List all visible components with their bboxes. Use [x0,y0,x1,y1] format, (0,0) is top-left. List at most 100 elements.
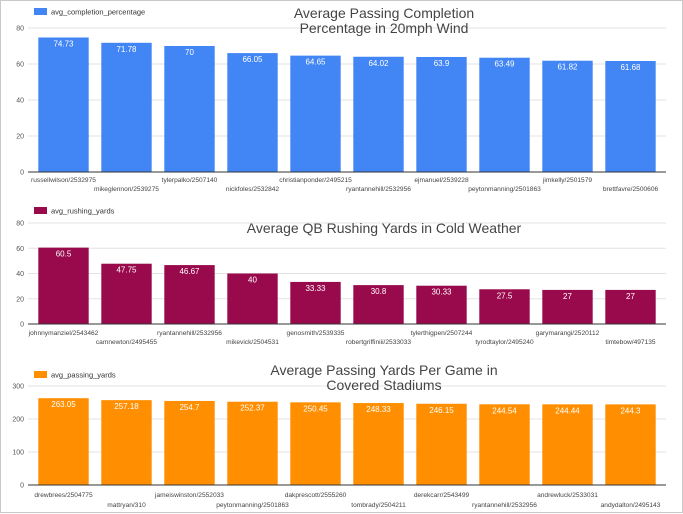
data-label: 71.78 [116,45,137,54]
data-label: 244.54 [492,406,517,415]
data-label: 40 [248,276,257,285]
data-label: 64.65 [305,58,326,67]
x-tick-label: mattryan/310 [107,502,146,509]
bar [101,263,152,324]
bar [290,402,341,485]
x-tick-label: drewbrees/2504775 [34,492,93,499]
legend-label: avg_passing_yards [51,371,116,380]
bar [101,400,152,485]
bar [38,247,89,324]
data-label: 64.02 [368,59,389,68]
chart-1: 0 20 40 60 80 Average Passing CompletionPerce… [16,5,666,193]
y-tick-label: 0 [20,483,24,490]
legend-swatch [34,207,47,214]
y-tick-label: 80 [16,221,24,228]
legend-label: avg_completion_percentage [51,8,145,17]
legend-label: avg_rushing_yards [51,207,115,216]
data-label: 46.67 [179,267,200,276]
data-label: 66.05 [242,55,263,64]
y-tick-label: 60 [16,246,24,253]
y-tick-label: 40 [16,271,24,278]
data-label: 27.5 [497,291,513,300]
x-tick-label: russellwilson/2532975 [31,177,96,184]
bar [542,289,593,324]
x-tick-label: jimkelly/2501579 [542,177,592,184]
y-tick-label: 20 [16,134,24,141]
y-tick-label: 0 [20,322,24,329]
x-tick-label: dakprescott/2555260 [285,492,347,499]
chart-title: Average QB Rushing Yards in Cold Weather [247,220,522,236]
bar [164,400,215,485]
x-tick-label: timtebow/497135 [605,339,656,346]
data-label: 61.68 [620,63,641,72]
data-label: 257.18 [114,402,139,411]
data-label: 70 [185,48,194,57]
chart-title: Percentage in 20mph Wind [300,20,469,36]
x-tick-label: jameiswinston/2552033 [154,492,224,499]
bar [227,401,278,485]
bar [353,56,404,172]
x-tick-label: peytonmanning/2501863 [216,502,289,509]
chart-title: Average Passing Completion [294,5,474,21]
bar [38,398,89,485]
bar [101,42,152,172]
x-tick-label: mikevick/2504531 [226,339,279,346]
data-label: 30.8 [371,287,387,296]
x-tick-label: robertgriffiniii/2533033 [346,339,411,346]
x-tick-label: genosmith/2539335 [287,330,345,337]
legend-swatch [34,371,47,378]
data-label: 246.15 [429,406,454,415]
data-label: 33.33 [305,284,326,293]
bar [164,265,215,324]
x-tick-label: christianponder/2495215 [279,177,352,184]
bar [542,60,593,172]
bar [605,289,656,324]
data-label: 244.3 [620,406,641,415]
bar [353,285,404,324]
y-tick-label: 100 [12,450,24,457]
x-tick-label: derekcarr/2543499 [414,492,470,499]
data-label: 244.44 [555,406,580,415]
bar [416,403,467,485]
x-tick-label: camnewton/2495455 [96,339,158,346]
x-tick-label: tyrodtaylor/2495240 [475,339,534,346]
data-label: 248.33 [366,405,391,414]
x-tick-label: ryantannehill/2532956 [157,330,222,337]
bar [290,55,341,172]
bar [38,37,89,173]
x-tick-label: tombrady/2504211 [351,502,406,509]
data-label: 263.05 [51,400,76,409]
legend-swatch [34,8,47,15]
bar [227,273,278,324]
x-tick-label: ejmanuel/2539228 [414,177,469,184]
x-tick-label: johnnymanziel/2543462 [28,330,99,337]
bar [416,56,467,173]
x-tick-label: peytonmanning/2501863 [468,186,541,193]
x-tick-label: ryantannehill/2532956 [472,502,537,509]
bar [605,60,656,173]
bar [605,404,656,485]
y-tick-label: 200 [12,417,24,424]
data-label: 47.75 [116,266,137,275]
y-tick-label: 20 [16,296,24,303]
bar [479,57,530,172]
data-label: 254.7 [179,403,200,412]
x-tick-label: nickfoles/2532842 [226,186,279,193]
x-tick-label: andrewluck/2533031 [537,492,598,499]
y-tick-label: 40 [16,98,24,105]
data-label: 60.5 [56,250,72,259]
x-tick-label: brettfavre/2500606 [603,186,659,193]
x-tick-label: tylerpalko/2507140 [162,177,218,184]
bar [542,404,593,485]
data-label: 63.49 [494,60,515,69]
data-label: 30.33 [431,288,452,297]
x-tick-label: tylerthigpen/2507244 [411,330,473,337]
y-tick-label: 80 [16,26,24,33]
data-label: 250.45 [303,404,328,413]
x-tick-label: ryantannehill/2532956 [346,186,411,193]
y-tick-label: 60 [16,62,24,69]
bar [416,285,467,324]
y-tick-label: 300 [12,384,24,391]
